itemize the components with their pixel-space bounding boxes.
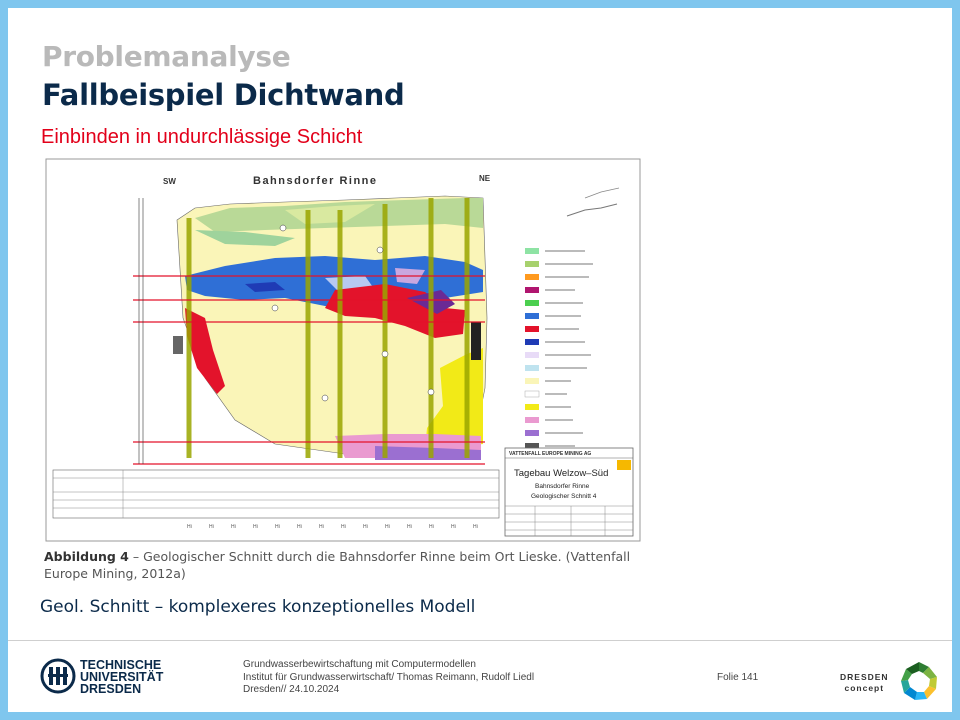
- dresden-concept-wordmark: DRESDEN concept: [840, 672, 889, 694]
- svg-text:Hi: Hi: [429, 524, 434, 530]
- legend: [524, 248, 593, 449]
- footer-line-3: Dresden// 24.10.2024: [243, 684, 340, 695]
- svg-text:Hi: Hi: [253, 524, 258, 530]
- slide: Problemanalyse Fallbeispiel Dichtwand Ei…: [8, 8, 952, 712]
- section-number: Geologischer Schnitt 4: [531, 493, 597, 500]
- label-ne: NE: [479, 174, 491, 183]
- brand-line-2: concept: [844, 683, 885, 693]
- svg-text:Hi: Hi: [209, 524, 214, 530]
- geological-section-drawing: SW Bahnsdorfer Rinne NE: [45, 158, 641, 542]
- svg-text:Hi: Hi: [385, 524, 390, 530]
- university-name: TECHNISCHE UNIVERSITÄT DRESDEN: [80, 658, 164, 696]
- geological-section-figure: SW Bahnsdorfer Rinne NE: [45, 158, 641, 542]
- svg-text:Hi: Hi: [451, 524, 456, 530]
- svg-text:Hi: Hi: [407, 524, 412, 530]
- caption-text: – Geologischer Schnitt durch die Bahnsdo…: [44, 549, 631, 581]
- svg-text:Hi: Hi: [319, 524, 324, 530]
- footer-divider: [8, 640, 952, 641]
- footer-line-1: Grundwasserbewirtschaftung mit Computerm…: [243, 659, 476, 670]
- slide-note: Geol. Schnitt – komplexeres konzeptionel…: [40, 597, 476, 617]
- university-line-1: TECHNISCHE: [80, 658, 162, 672]
- university-line-2: UNIVERSITÄT: [80, 670, 164, 684]
- svg-text:Hi: Hi: [187, 524, 192, 530]
- footer-line-2: Institut für Grundwasserwirtschaft/ Thom…: [243, 671, 535, 683]
- svg-text:Hi: Hi: [297, 524, 302, 530]
- svg-text:Hi: Hi: [275, 524, 280, 530]
- label-sw: SW: [163, 177, 176, 186]
- slide-supertitle: Problemanalyse: [42, 40, 291, 73]
- university-line-3: DRESDEN: [80, 682, 142, 696]
- svg-text:Hi: Hi: [341, 524, 346, 530]
- footer-info: Grundwasserbewirtschaftung mit Computerm…: [243, 659, 534, 697]
- slide-number: Folie 141: [717, 672, 759, 683]
- caption-label: Abbildung 4: [44, 549, 129, 564]
- slide-title: Fallbeispiel Dichtwand: [42, 78, 405, 112]
- brand-line-1: DRESDEN: [840, 672, 889, 682]
- section-heading: Bahnsdorfer Rinne: [253, 175, 378, 187]
- slide-subtitle: Einbinden in undurchlässige Schicht: [41, 126, 363, 148]
- dresden-concept-logo-icon: [901, 662, 937, 700]
- tu-dresden-logo-icon: [40, 658, 76, 694]
- section-name: Bahnsdorfer Rinne: [535, 483, 590, 490]
- project-name: Tagebau Welzow–Süd: [514, 468, 608, 479]
- company-name: VATTENFALL EUROPE MINING AG: [509, 451, 591, 457]
- svg-text:Hi: Hi: [473, 524, 478, 530]
- svg-text:Hi: Hi: [231, 524, 236, 530]
- figure-caption: Abbildung 4 – Geologischer Schnitt durch…: [44, 548, 644, 582]
- svg-text:Hi: Hi: [363, 524, 368, 530]
